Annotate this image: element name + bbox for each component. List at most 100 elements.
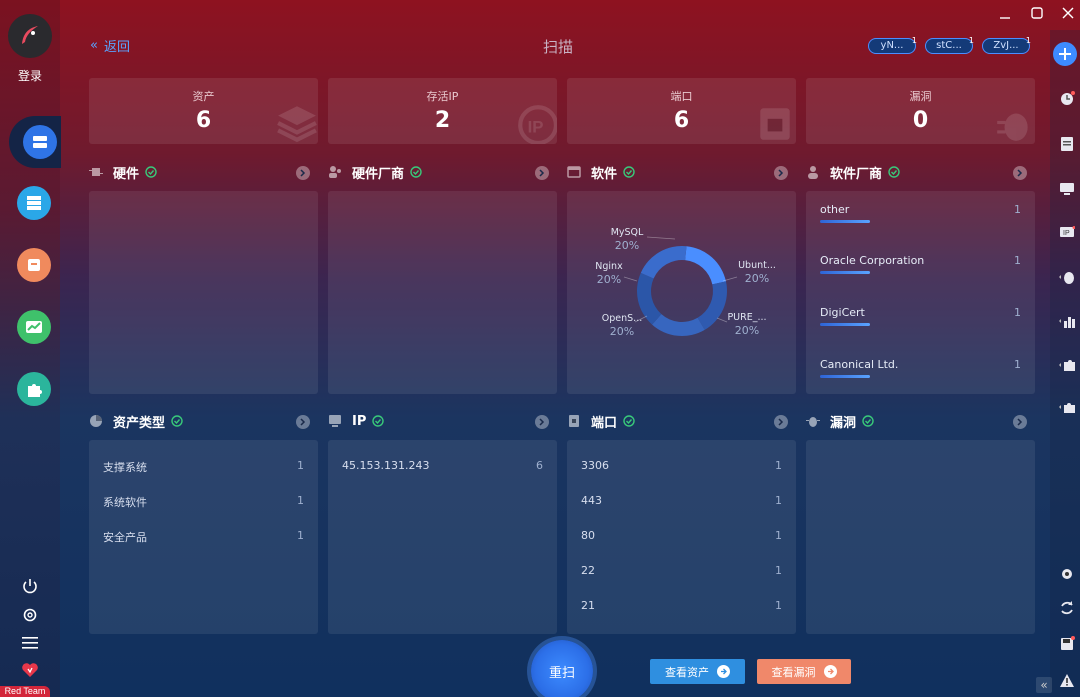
list-item[interactable]: 80 1 <box>581 529 782 542</box>
donut-category-label: MySQL <box>611 227 644 238</box>
panel-expand-asset-type[interactable] <box>296 415 310 429</box>
panel-expand-hardware-vendor[interactable] <box>535 166 549 180</box>
list-item[interactable]: 443 1 <box>581 494 782 507</box>
donut-slice[interactable] <box>637 272 662 325</box>
check-circle-icon <box>372 415 385 427</box>
list-item[interactable]: Canonical Ltd. 1 <box>820 358 1021 388</box>
list-item[interactable]: 21 1 <box>581 599 782 612</box>
ip-icon[interactable]: IP <box>1056 222 1078 244</box>
view-assets-button[interactable]: 查看资产 <box>650 659 745 684</box>
label-leader-line <box>716 317 728 323</box>
panel-header-software-vendor: 软件厂商 <box>806 161 900 183</box>
donut-value-label: 20% <box>735 324 759 337</box>
document-icon[interactable] <box>1056 133 1078 155</box>
port-plug-icon <box>760 108 790 140</box>
panel-expand-software[interactable] <box>774 166 788 180</box>
minimize-button[interactable] <box>996 4 1014 22</box>
svg-text:IP: IP <box>528 117 544 136</box>
list-item[interactable]: Oracle Corporation 1 <box>820 254 1021 284</box>
donut-value-label: 20% <box>615 239 639 252</box>
panel-header-ip: IP <box>328 410 385 432</box>
save-disk-icon[interactable] <box>1056 633 1078 655</box>
donut-category-label: Nginx <box>595 261 623 272</box>
list-item[interactable]: 45.153.131.243 6 <box>342 459 543 472</box>
panel-expand-vuln[interactable] <box>1013 415 1027 429</box>
software-donut-chart[interactable]: MySQL20%Ubunt...20%PURE_...20%OpenS...20… <box>567 191 796 394</box>
chevron-right-icon <box>778 418 784 426</box>
settings-gear-icon[interactable] <box>18 604 42 626</box>
bar-chart-icon[interactable] <box>1056 310 1078 332</box>
tag-count: 1 <box>911 36 917 45</box>
stat-card-ports[interactable]: 端口 6 <box>567 78 796 144</box>
bug-icon[interactable] <box>1056 266 1078 288</box>
sidebar-item-monitor[interactable] <box>17 310 51 344</box>
warning-icon[interactable] <box>1056 670 1078 692</box>
heart-badge-icon[interactable] <box>18 659 42 681</box>
stat-value: 0 <box>912 108 929 133</box>
donut-slice[interactable] <box>697 281 727 330</box>
donut-slice[interactable] <box>640 246 687 279</box>
list-item[interactable]: 安全产品 1 <box>103 529 304 544</box>
panel-header-asset-type: 资产类型 <box>89 410 183 432</box>
monitor-icon[interactable] <box>1056 178 1078 200</box>
donut-slice[interactable] <box>685 246 726 285</box>
panel-header-hardware: 硬件 <box>89 161 157 183</box>
bug-icon <box>997 113 1028 141</box>
panel-hardware <box>89 191 318 394</box>
stat-label: 存活IP <box>426 90 459 103</box>
donut-category-label: PURE_... <box>727 312 766 323</box>
left-sidebar: 登录 Red Team <box>0 0 61 697</box>
close-icon <box>1062 7 1074 19</box>
stat-label: 资产 <box>192 90 215 103</box>
target-tag[interactable]: yN... 1 <box>868 36 917 54</box>
list-item[interactable]: 22 1 <box>581 564 782 577</box>
sidebar-item-tasks[interactable] <box>17 248 51 282</box>
right-toolbar: IP <box>1050 30 1080 697</box>
panel-expand-ip[interactable] <box>535 415 549 429</box>
chip-icon <box>89 168 103 176</box>
list-item[interactable]: 3306 1 <box>581 459 782 472</box>
arrow-right-icon <box>717 665 730 678</box>
panel-expand-hardware[interactable] <box>296 166 310 180</box>
target-tag[interactable]: ZvJ... 1 <box>982 36 1031 54</box>
history-clock-icon[interactable] <box>1056 88 1078 110</box>
sidebar-item-plugins[interactable] <box>17 372 51 406</box>
add-plus-icon[interactable] <box>1053 42 1077 66</box>
donut-slice[interactable] <box>652 314 705 336</box>
close-button[interactable] <box>1059 4 1077 22</box>
list-item[interactable]: other 1 <box>820 203 1021 233</box>
donut-value-label: 20% <box>745 272 769 285</box>
collapse-chevron-icon[interactable]: « <box>1036 677 1052 693</box>
stat-card-alive-ip[interactable]: 存活IP 2 IP <box>328 78 557 144</box>
plugin-icon[interactable] <box>1056 354 1078 376</box>
panel-vuln <box>806 440 1035 634</box>
check-circle-icon <box>410 166 422 178</box>
login-label[interactable]: 登录 <box>17 69 42 83</box>
list-item[interactable]: DigiCert 1 <box>820 306 1021 336</box>
stat-card-vulns[interactable]: 漏洞 0 <box>806 78 1035 144</box>
list-item[interactable]: 支撑系统 1 <box>103 459 304 474</box>
panel-header-vuln: 漏洞 <box>806 410 874 432</box>
redteam-badge: Red Team <box>0 686 50 697</box>
sidebar-item-scan[interactable] <box>9 116 61 168</box>
layers-icon <box>277 106 317 143</box>
view-vulns-button[interactable]: 查看漏洞 <box>757 659 851 684</box>
panel-expand-software-vendor[interactable] <box>1013 166 1027 180</box>
target-tag[interactable]: stC... 1 <box>925 36 974 54</box>
rescan-button[interactable]: 重扫 <box>531 640 593 697</box>
virus-icon[interactable] <box>1056 563 1078 585</box>
sidebar-item-servers[interactable] <box>17 186 51 220</box>
maximize-button[interactable] <box>1028 4 1046 22</box>
panel-expand-port[interactable] <box>774 415 788 429</box>
refresh-icon[interactable] <box>1056 597 1078 619</box>
menu-hamburger-icon[interactable] <box>18 632 42 654</box>
bug-icon <box>806 417 820 427</box>
list-item[interactable]: 系统软件 1 <box>103 494 304 509</box>
stat-card-assets[interactable]: 资产 6 <box>89 78 318 144</box>
back-button[interactable]: « 返回 <box>90 36 130 55</box>
port-plug-icon <box>569 415 579 427</box>
app-logo[interactable] <box>8 14 52 58</box>
check-circle-icon <box>862 415 874 427</box>
power-icon[interactable] <box>18 575 42 597</box>
extension-icon[interactable] <box>1056 396 1078 418</box>
